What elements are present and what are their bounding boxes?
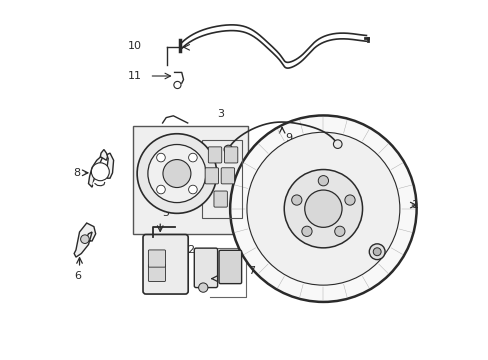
Circle shape <box>333 140 341 148</box>
Circle shape <box>156 185 165 194</box>
Circle shape <box>230 116 416 302</box>
Circle shape <box>81 235 89 243</box>
Bar <box>133 126 247 234</box>
Circle shape <box>291 195 301 205</box>
Circle shape <box>188 185 197 194</box>
FancyBboxPatch shape <box>224 147 237 163</box>
Circle shape <box>368 244 384 260</box>
FancyBboxPatch shape <box>221 168 234 184</box>
Circle shape <box>163 159 190 188</box>
Text: 8: 8 <box>73 168 80 178</box>
Text: 9: 9 <box>285 133 292 143</box>
FancyBboxPatch shape <box>194 248 217 288</box>
Text: 4: 4 <box>381 220 388 230</box>
Text: 6: 6 <box>74 271 81 282</box>
FancyBboxPatch shape <box>208 147 221 163</box>
Circle shape <box>334 226 344 237</box>
FancyBboxPatch shape <box>214 191 227 207</box>
Circle shape <box>188 153 197 162</box>
Circle shape <box>91 163 109 181</box>
Circle shape <box>304 190 341 227</box>
FancyBboxPatch shape <box>148 264 165 282</box>
Circle shape <box>137 134 216 213</box>
Circle shape <box>224 145 232 154</box>
Text: 5: 5 <box>162 208 169 218</box>
FancyBboxPatch shape <box>148 250 165 267</box>
Polygon shape <box>74 223 96 257</box>
Text: 1: 1 <box>410 200 418 210</box>
Circle shape <box>246 132 399 285</box>
Text: 10: 10 <box>128 41 142 50</box>
Circle shape <box>318 176 328 186</box>
Circle shape <box>198 283 207 292</box>
Text: 7: 7 <box>247 266 255 276</box>
Circle shape <box>301 226 311 237</box>
Polygon shape <box>88 153 113 187</box>
Circle shape <box>344 195 354 205</box>
FancyBboxPatch shape <box>204 168 218 184</box>
FancyBboxPatch shape <box>219 250 241 284</box>
Text: 3: 3 <box>216 109 224 119</box>
Text: 11: 11 <box>128 71 142 81</box>
Circle shape <box>156 153 165 162</box>
Circle shape <box>284 170 362 248</box>
Text: 2: 2 <box>187 244 194 255</box>
Bar <box>202 140 242 218</box>
FancyBboxPatch shape <box>142 234 188 294</box>
Polygon shape <box>100 149 107 160</box>
Circle shape <box>147 144 205 203</box>
Circle shape <box>372 248 380 256</box>
